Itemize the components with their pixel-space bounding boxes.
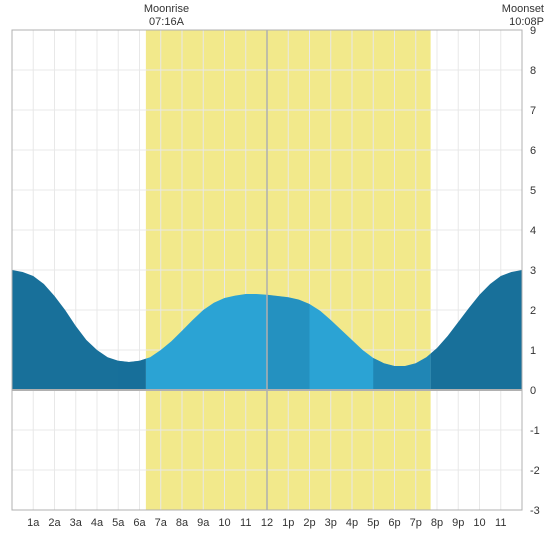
y-tick-label: -3 [530,505,540,517]
y-tick-label: 3 [530,265,536,277]
x-tick-label: 12 [261,517,273,529]
moonset-label: Moonset [502,3,544,15]
y-tick-label: 5 [530,185,536,197]
x-tick-label: 2a [48,517,61,529]
x-tick-label: 6p [388,517,400,529]
x-tick-label: 8a [176,517,189,529]
y-tick-label: 2 [530,305,536,317]
x-tick-label: 1p [282,517,294,529]
y-tick-label: -1 [530,425,540,437]
x-tick-label: 4a [91,517,104,529]
x-tick-label: 7a [155,517,168,529]
moonrise-label: Moonrise [144,3,189,15]
x-tick-label: 5p [367,517,379,529]
y-tick-label: 6 [530,145,536,157]
x-tick-label: 9p [452,517,464,529]
x-tick-label: 4p [346,517,358,529]
x-tick-label: 2p [303,517,315,529]
chart-svg: -3-2-101234567891a2a3a4a5a6a7a8a9a101112… [0,0,550,550]
x-tick-label: 3p [325,517,337,529]
y-tick-label: -2 [530,465,540,477]
x-tick-label: 11 [240,517,251,529]
x-tick-label: 7p [410,517,422,529]
y-tick-label: 7 [530,105,536,117]
x-tick-label: 5a [112,517,125,529]
moonrise-time: 07:16A [149,16,185,28]
x-tick-label: 6a [133,517,146,529]
moonset-time: 10:08P [509,16,544,28]
y-tick-label: 0 [530,385,536,397]
x-tick-label: 10 [218,517,230,529]
y-tick-label: 1 [530,345,536,357]
y-tick-label: 4 [530,225,536,237]
y-tick-label: 8 [530,65,536,77]
x-tick-label: 8p [431,517,443,529]
tide-chart: -3-2-101234567891a2a3a4a5a6a7a8a9a101112… [0,0,550,550]
x-tick-label: 10 [473,517,485,529]
x-tick-label: 3a [70,517,83,529]
x-tick-label: 1a [27,517,40,529]
x-tick-label: 9a [197,517,210,529]
x-tick-label: 11 [495,517,506,529]
